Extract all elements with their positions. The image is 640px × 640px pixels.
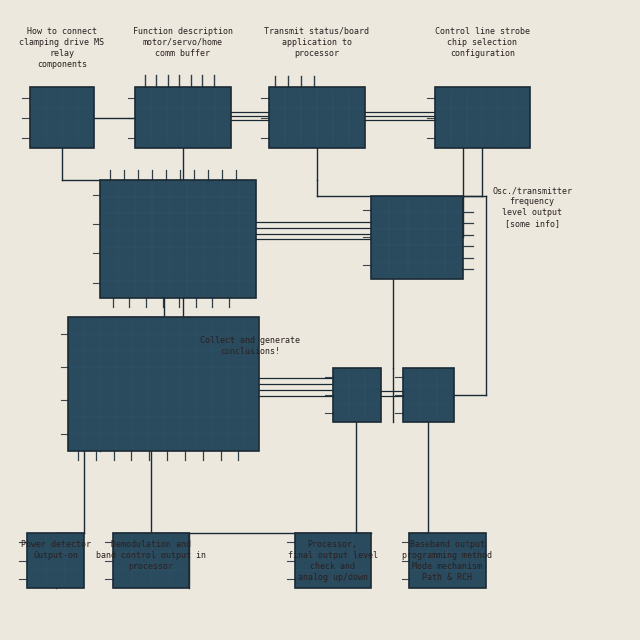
FancyBboxPatch shape xyxy=(409,534,486,588)
Text: Osc./transmitter
frequency
level output
[some info]: Osc./transmitter frequency level output … xyxy=(492,186,572,228)
FancyBboxPatch shape xyxy=(30,88,94,148)
FancyBboxPatch shape xyxy=(100,180,256,298)
Text: Demodulation and
band control output in
processor: Demodulation and band control output in … xyxy=(96,540,206,571)
FancyBboxPatch shape xyxy=(113,534,189,588)
FancyBboxPatch shape xyxy=(333,368,381,422)
FancyBboxPatch shape xyxy=(269,88,365,148)
Text: Baseband output
programming method
Mode mechanism
Path & RCH: Baseband output programming method Mode … xyxy=(403,540,492,582)
Text: Control line strobe
chip selection
configuration: Control line strobe chip selection confi… xyxy=(435,27,530,58)
Text: Collect and generate
conclusions!: Collect and generate conclusions! xyxy=(200,336,300,356)
Text: Processor,
final output level
check and
analog up/down: Processor, final output level check and … xyxy=(288,540,378,582)
FancyBboxPatch shape xyxy=(403,368,454,422)
Text: Power detector
Output-on: Power detector Output-on xyxy=(20,540,90,560)
Text: Transmit status/board
application to
processor: Transmit status/board application to pro… xyxy=(264,27,369,58)
FancyBboxPatch shape xyxy=(371,196,463,278)
FancyBboxPatch shape xyxy=(435,88,531,148)
Text: How to connect
clamping drive MS
relay
components: How to connect clamping drive MS relay c… xyxy=(19,27,104,69)
FancyBboxPatch shape xyxy=(294,534,371,588)
Text: Function description
motor/servo/home
comm buffer: Function description motor/servo/home co… xyxy=(133,27,233,58)
FancyBboxPatch shape xyxy=(135,88,231,148)
FancyBboxPatch shape xyxy=(27,534,84,588)
FancyBboxPatch shape xyxy=(68,317,259,451)
